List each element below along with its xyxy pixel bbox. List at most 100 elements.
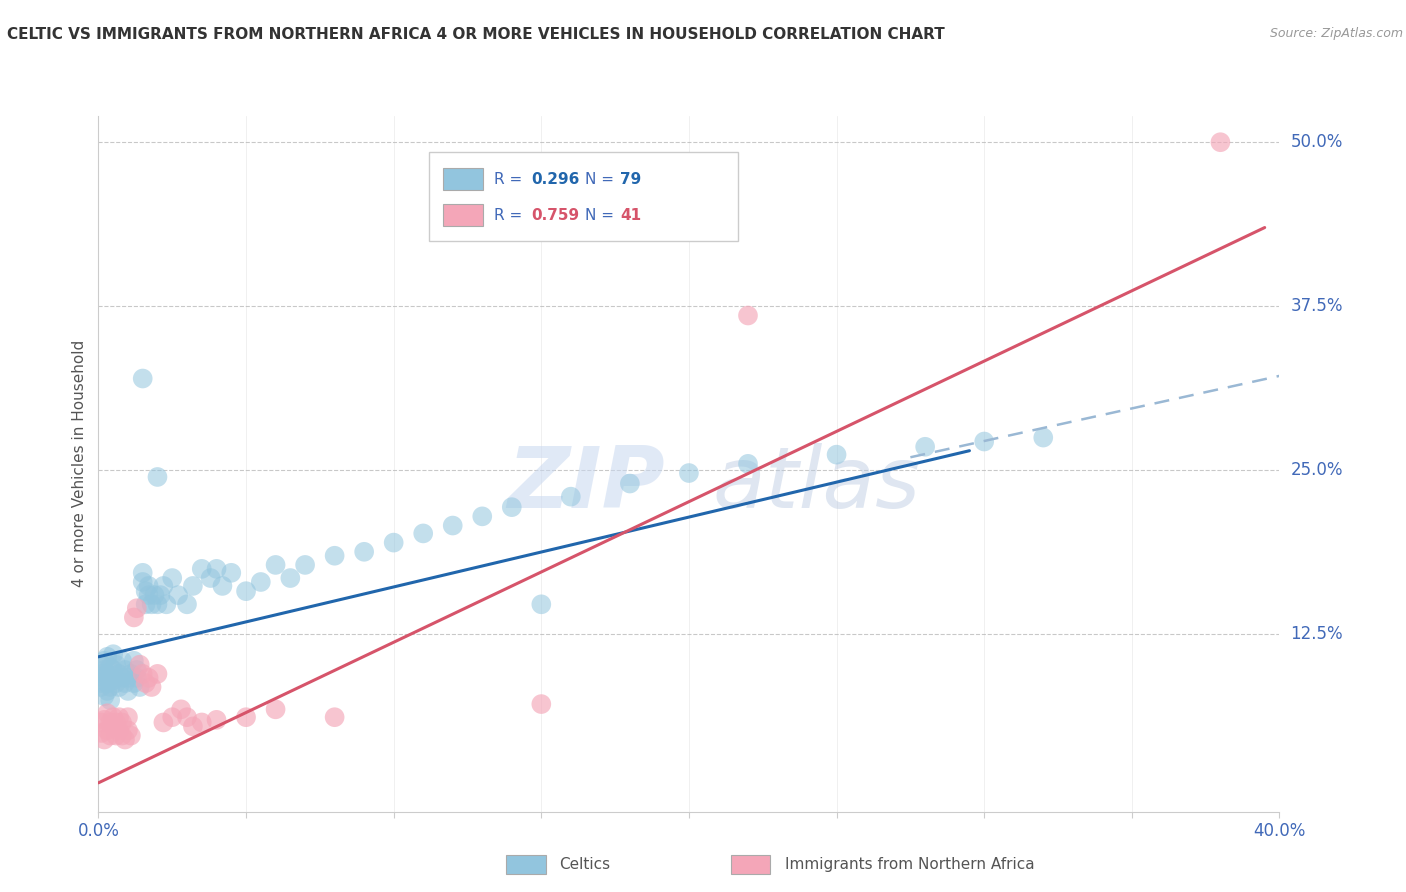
Point <box>98 660 121 674</box>
Point <box>205 562 228 576</box>
Point <box>117 710 139 724</box>
Point <box>117 684 139 698</box>
Point <box>132 666 155 681</box>
Point <box>412 526 434 541</box>
Point <box>149 588 172 602</box>
Point <box>108 680 131 694</box>
Point <box>235 584 257 599</box>
Point <box>132 371 155 385</box>
Text: Source: ZipAtlas.com: Source: ZipAtlas.com <box>1270 27 1403 40</box>
Point <box>125 663 148 677</box>
Point <box>181 719 204 733</box>
Point <box>167 588 190 602</box>
Point <box>155 597 177 611</box>
Point <box>560 490 582 504</box>
Point <box>162 571 183 585</box>
Point <box>120 729 142 743</box>
Point <box>114 663 136 677</box>
Point <box>93 671 115 685</box>
Point <box>96 723 118 738</box>
Text: R =: R = <box>494 172 527 187</box>
Point <box>128 680 150 694</box>
Point <box>152 579 174 593</box>
Point <box>132 566 155 580</box>
Point <box>93 654 115 668</box>
Point <box>501 500 523 515</box>
Point <box>530 697 553 711</box>
Point <box>98 680 121 694</box>
Point <box>111 729 134 743</box>
Point <box>176 597 198 611</box>
Text: Immigrants from Northern Africa: Immigrants from Northern Africa <box>785 857 1035 871</box>
Point <box>135 676 157 690</box>
Point <box>117 671 139 685</box>
Point <box>122 654 145 668</box>
Point <box>323 549 346 563</box>
Point <box>108 666 131 681</box>
Text: 79: 79 <box>620 172 641 187</box>
Point <box>96 684 118 698</box>
Text: 41: 41 <box>620 208 641 223</box>
Point <box>141 597 163 611</box>
Point <box>96 666 118 681</box>
Point <box>128 657 150 672</box>
Point <box>200 571 222 585</box>
Point <box>278 571 302 585</box>
Point <box>90 680 112 694</box>
Point <box>90 676 112 690</box>
Point <box>93 732 115 747</box>
Point <box>105 676 128 690</box>
Point <box>250 574 273 589</box>
Point <box>264 558 287 572</box>
Point <box>96 649 118 664</box>
Point <box>114 676 136 690</box>
Point <box>619 476 641 491</box>
Point <box>103 673 125 688</box>
Point <box>219 566 242 580</box>
Point <box>382 535 405 549</box>
Point <box>135 597 157 611</box>
Text: 50.0%: 50.0% <box>1291 133 1343 152</box>
Text: 12.5%: 12.5% <box>1291 625 1343 643</box>
Point <box>181 579 204 593</box>
Text: 37.5%: 37.5% <box>1291 297 1343 315</box>
Point <box>132 574 155 589</box>
Point <box>117 723 139 738</box>
Point <box>122 676 145 690</box>
Point <box>441 518 464 533</box>
Point <box>737 309 759 323</box>
Point <box>125 601 148 615</box>
Point <box>152 715 174 730</box>
Y-axis label: 4 or more Vehicles in Household: 4 or more Vehicles in Household <box>72 340 87 588</box>
Point <box>146 470 169 484</box>
Point <box>143 588 166 602</box>
Point <box>125 671 148 685</box>
Point <box>235 710 257 724</box>
Point <box>973 434 995 449</box>
Point <box>98 729 121 743</box>
Point <box>103 719 125 733</box>
Text: N =: N = <box>585 208 619 223</box>
Text: N =: N = <box>585 172 619 187</box>
Point <box>108 723 131 738</box>
Point <box>103 710 125 724</box>
Point <box>141 680 163 694</box>
Point <box>737 457 759 471</box>
Point <box>825 448 848 462</box>
Point <box>138 671 160 685</box>
Point <box>90 657 112 672</box>
Point <box>103 663 125 677</box>
Point <box>530 597 553 611</box>
Point <box>1209 135 1232 149</box>
Point <box>146 666 169 681</box>
Point <box>191 562 214 576</box>
Text: 0.296: 0.296 <box>531 172 581 187</box>
Point <box>120 666 142 681</box>
Point <box>90 666 112 681</box>
Point <box>471 509 494 524</box>
Point <box>111 671 134 685</box>
Point <box>90 726 112 740</box>
Text: CELTIC VS IMMIGRANTS FROM NORTHERN AFRICA 4 OR MORE VEHICLES IN HOUSEHOLD CORREL: CELTIC VS IMMIGRANTS FROM NORTHERN AFRIC… <box>7 27 945 42</box>
Point <box>211 579 233 593</box>
Text: 25.0%: 25.0% <box>1291 461 1343 479</box>
